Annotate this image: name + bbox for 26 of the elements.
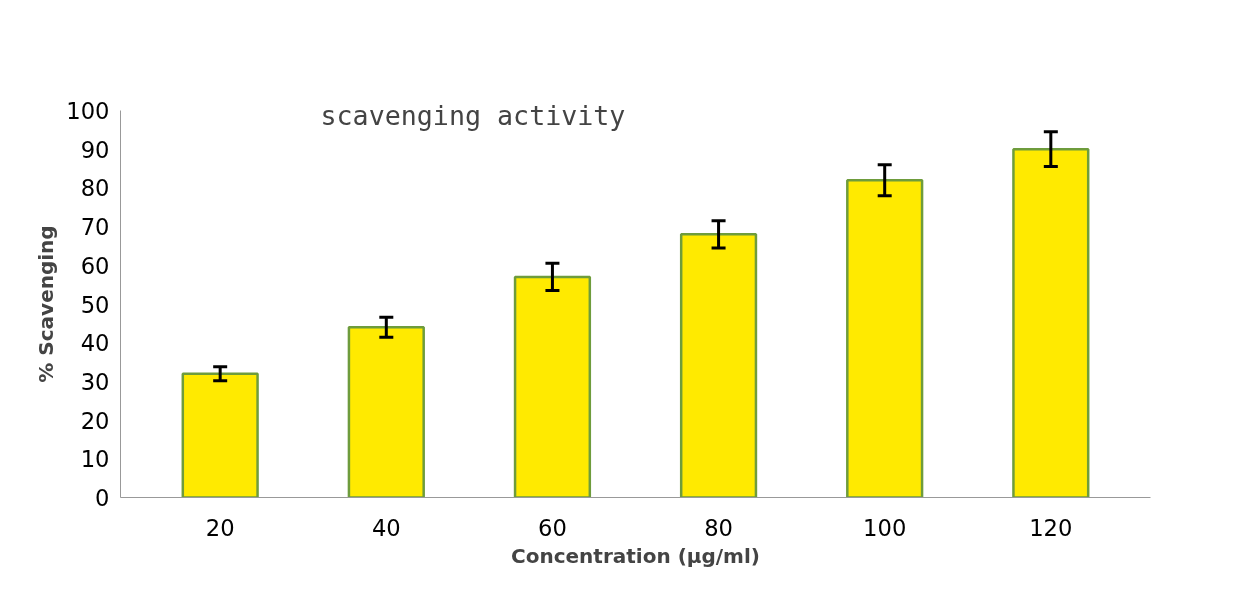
y-tick-label: 30 — [80, 368, 110, 395]
y-tick-label: 100 — [66, 98, 110, 124]
chart-title: scavenging activity — [320, 99, 626, 131]
y-tick-label: 90 — [80, 136, 110, 163]
x-tick-label: 120 — [1029, 514, 1073, 541]
x-tick-label: 100 — [863, 514, 907, 541]
x-axis-title: Concentration (µg/ml) — [511, 543, 760, 568]
x-tick-label: 20 — [205, 514, 235, 541]
x-tick-label: 60 — [538, 514, 567, 541]
y-tick-label: 40 — [80, 330, 110, 357]
bar — [347, 325, 425, 498]
y-tick-label: 50 — [80, 291, 110, 318]
x-tick-label: 40 — [371, 514, 401, 541]
bar — [679, 233, 758, 498]
y-tick-label: 60 — [80, 252, 110, 279]
y-axis-title: % Scavenging — [34, 225, 59, 383]
y-tick-label: 70 — [80, 214, 110, 241]
bar — [513, 275, 592, 498]
y-tick-label: 10 — [80, 446, 110, 473]
y-tick-label: 0 — [95, 485, 110, 511]
bar — [846, 178, 924, 498]
bar — [1012, 147, 1090, 498]
y-tick-label: 20 — [80, 407, 110, 434]
y-tick-label: 80 — [80, 175, 110, 202]
bar — [181, 372, 259, 498]
x-tick-label: 80 — [704, 514, 733, 541]
